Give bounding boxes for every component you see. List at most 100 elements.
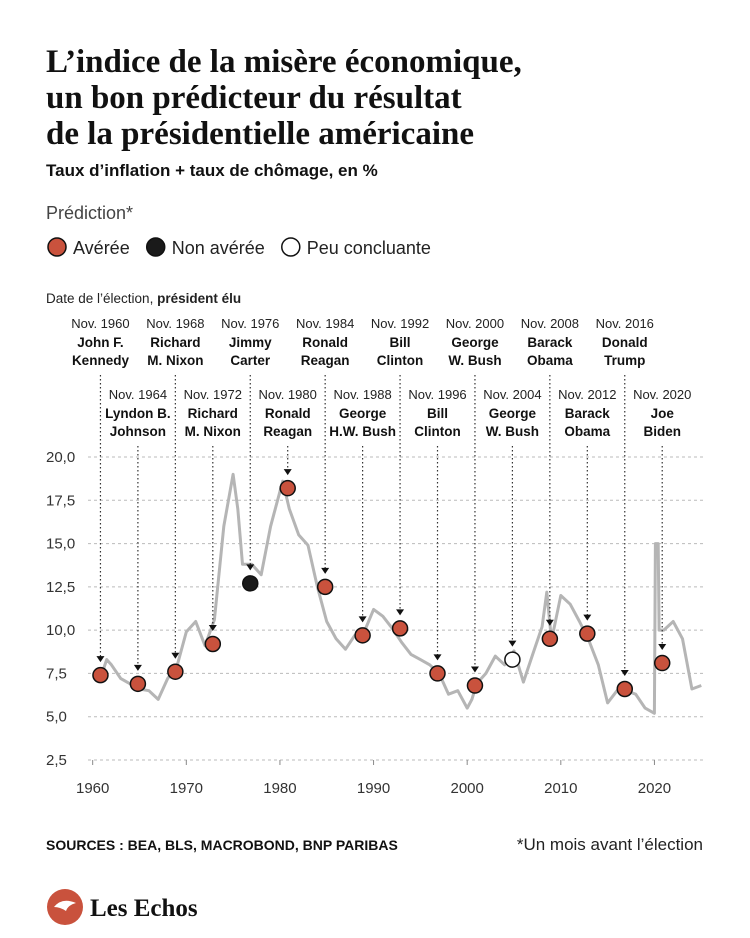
election-date: Nov. 2008 bbox=[521, 316, 579, 331]
president-name: Joe bbox=[651, 406, 675, 421]
president-name: Bill bbox=[427, 406, 448, 421]
president-name: George bbox=[451, 335, 499, 350]
election-dot bbox=[204, 635, 222, 653]
president-name: Reagan bbox=[301, 353, 350, 368]
legend-label: Avérée bbox=[73, 238, 130, 258]
arrow-head bbox=[96, 656, 105, 663]
president-name: Donald bbox=[602, 335, 648, 350]
x-tick-label: 2010 bbox=[544, 780, 577, 797]
president-name: M. Nixon bbox=[147, 353, 203, 368]
president-name: H.W. Bush bbox=[329, 424, 396, 439]
president-name: W. Bush bbox=[486, 424, 539, 439]
election-date: Nov. 1972 bbox=[184, 387, 242, 402]
arrow-head bbox=[283, 469, 292, 476]
y-tick-label: 5,0 bbox=[46, 709, 67, 726]
president-name: Ronald bbox=[302, 335, 348, 350]
election-dot bbox=[354, 627, 371, 644]
arrow-head bbox=[658, 644, 667, 651]
y-tick-label: 12,5 bbox=[46, 579, 75, 596]
index-line bbox=[96, 472, 702, 715]
election-date: Nov. 2016 bbox=[596, 316, 654, 331]
election-dot bbox=[429, 665, 446, 682]
arrow-head bbox=[246, 564, 255, 571]
x-tick-label: 2000 bbox=[451, 780, 484, 797]
election-date: Nov. 1980 bbox=[259, 387, 317, 402]
arrow-head bbox=[470, 666, 479, 673]
subtitle: Taux d’inflation + taux de chômage, en % bbox=[46, 161, 378, 180]
election-dot bbox=[616, 680, 634, 698]
election-dot bbox=[391, 620, 409, 637]
election-dot bbox=[242, 575, 259, 592]
president-name: Richard bbox=[150, 335, 200, 350]
president-name: Clinton bbox=[377, 353, 424, 368]
election-dot bbox=[316, 578, 334, 596]
note: *Un mois avant l’élection bbox=[517, 835, 703, 854]
x-label-part: président élu bbox=[157, 291, 241, 306]
election-dot bbox=[541, 630, 559, 648]
election-date: Nov. 2020 bbox=[633, 387, 691, 402]
election-dot bbox=[466, 677, 484, 694]
election-date: Nov. 1976 bbox=[221, 316, 279, 331]
president-name: George bbox=[339, 406, 387, 421]
president-name: Clinton bbox=[414, 424, 461, 439]
y-tick-label: 17,5 bbox=[46, 492, 75, 509]
legend-marker bbox=[145, 237, 166, 257]
logo-text: Les Echos bbox=[90, 895, 198, 922]
arrow-head bbox=[396, 609, 405, 616]
president-name: Kennedy bbox=[72, 353, 130, 368]
y-tick-label: 10,0 bbox=[46, 622, 75, 639]
arrow-head bbox=[358, 616, 367, 623]
arrow-head bbox=[208, 624, 217, 631]
logo-bird bbox=[54, 900, 76, 911]
x-tick-label: 2020 bbox=[638, 780, 671, 797]
election-dot bbox=[279, 479, 296, 497]
x-label: Date de l’élection, président élu bbox=[46, 291, 241, 306]
x-label-part: Date de l’élection, bbox=[46, 291, 157, 306]
source: SOURCES : BEA, BLS, MACROBOND, BNP PARIB… bbox=[46, 837, 398, 853]
arrow-head bbox=[433, 654, 442, 661]
election-dot bbox=[504, 651, 521, 668]
election-date: Nov. 2000 bbox=[446, 316, 504, 331]
president-name: John F. bbox=[77, 335, 124, 350]
title-line: un bon prédicteur du résultat bbox=[46, 80, 462, 116]
arrow-head bbox=[545, 619, 554, 626]
arrow-head bbox=[321, 567, 330, 574]
election-dot bbox=[167, 663, 184, 680]
x-tick-label: 1970 bbox=[170, 780, 203, 797]
legend-marker bbox=[281, 237, 301, 257]
president-name: Trump bbox=[604, 353, 645, 368]
legend-label: Peu concluante bbox=[307, 238, 431, 258]
election-date: Nov. 2004 bbox=[483, 387, 541, 402]
x-tick-label: 1980 bbox=[263, 780, 296, 797]
president-name: Johnson bbox=[110, 424, 166, 439]
y-tick-label: 20,0 bbox=[46, 449, 75, 466]
election-dot bbox=[653, 654, 671, 672]
legend-title: Prédiction* bbox=[46, 203, 133, 223]
election-date: Nov. 1960 bbox=[71, 316, 129, 331]
election-date: Nov. 1992 bbox=[371, 316, 429, 331]
president-name: Bill bbox=[390, 335, 411, 350]
president-name: Barack bbox=[527, 335, 573, 350]
election-date: Nov. 1968 bbox=[146, 316, 204, 331]
arrow-head bbox=[583, 614, 592, 621]
president-name: Jimmy bbox=[229, 335, 272, 350]
election-date: Nov. 1996 bbox=[408, 387, 466, 402]
president-name: Obama bbox=[564, 424, 610, 439]
election-date: Nov. 1964 bbox=[109, 387, 167, 402]
x-tick-label: 1960 bbox=[76, 780, 109, 797]
y-tick-label: 15,0 bbox=[46, 536, 75, 553]
president-name: Biden bbox=[643, 424, 681, 439]
election-date: Nov. 1984 bbox=[296, 316, 354, 331]
arrow-head bbox=[171, 652, 180, 659]
president-name: George bbox=[489, 406, 537, 421]
president-name: Lyndon B. bbox=[105, 406, 171, 421]
arrow-head bbox=[508, 640, 517, 647]
president-name: M. Nixon bbox=[185, 424, 241, 439]
election-dot bbox=[129, 675, 147, 693]
president-name: Obama bbox=[527, 353, 573, 368]
arrow-head bbox=[620, 670, 629, 677]
y-tick-label: 2,5 bbox=[46, 752, 67, 769]
x-tick-label: 1990 bbox=[357, 780, 390, 797]
y-tick-label: 7,5 bbox=[46, 665, 67, 682]
